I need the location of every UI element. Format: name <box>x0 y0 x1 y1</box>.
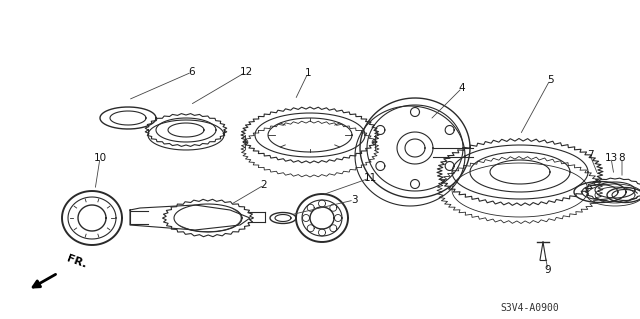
Text: FR.: FR. <box>65 254 88 270</box>
Text: 7: 7 <box>587 150 593 160</box>
Text: 5: 5 <box>547 75 554 85</box>
Text: 9: 9 <box>545 265 551 275</box>
Text: S3V4-A0900: S3V4-A0900 <box>500 303 559 313</box>
Text: 4: 4 <box>459 83 465 93</box>
Text: 11: 11 <box>364 173 376 183</box>
Text: 3: 3 <box>351 195 357 205</box>
Text: 13: 13 <box>604 153 618 163</box>
Text: 1: 1 <box>305 68 311 78</box>
Text: 6: 6 <box>189 67 195 77</box>
Text: 10: 10 <box>93 153 107 163</box>
Text: 12: 12 <box>239 67 253 77</box>
Text: 8: 8 <box>619 153 625 163</box>
Text: 2: 2 <box>260 180 268 190</box>
